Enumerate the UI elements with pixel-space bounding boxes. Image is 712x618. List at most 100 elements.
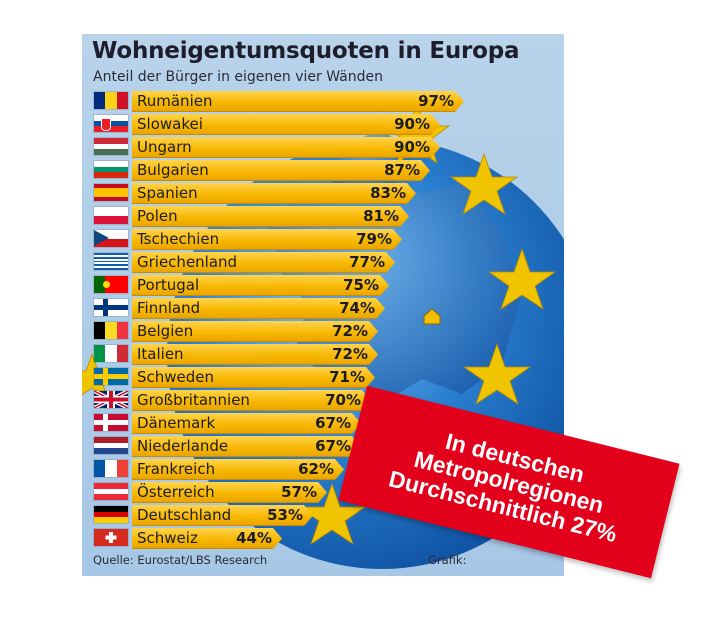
value-label: 71% xyxy=(329,368,365,386)
bar-row: Ungarn 90% xyxy=(94,136,534,156)
category-label: Bulgarien xyxy=(137,161,209,179)
bar xyxy=(132,459,344,480)
category-label: Schweden xyxy=(137,368,215,386)
bar-row: Großbritannien 70% xyxy=(94,389,534,409)
flag-bulgaria-icon xyxy=(94,161,128,178)
flag-italy-icon xyxy=(94,345,128,362)
bar xyxy=(132,321,378,342)
value-label: 90% xyxy=(394,115,430,133)
category-label: Großbritannien xyxy=(137,391,250,409)
bar-row: Polen 81% xyxy=(94,205,534,225)
bar-row: Niederlande 67% xyxy=(94,435,534,455)
bar-row: Italien 72% xyxy=(94,343,534,363)
value-label: 67% xyxy=(315,414,351,432)
category-label: Rumänien xyxy=(137,92,213,110)
bar-row: Griechenland 77% xyxy=(94,251,534,271)
bar xyxy=(132,275,389,296)
bar xyxy=(132,436,361,457)
category-label: Tschechien xyxy=(137,230,220,248)
category-label: Frankreich xyxy=(137,460,216,478)
flag-portugal-icon xyxy=(94,276,128,293)
flag-greece-icon xyxy=(94,253,128,270)
flag-romania-icon xyxy=(94,92,128,109)
value-label: 79% xyxy=(356,230,392,248)
value-label: 83% xyxy=(370,184,406,202)
bar-row: Slowakei 90% xyxy=(94,113,534,133)
category-label: Ungarn xyxy=(137,138,192,156)
flag-czechia-icon xyxy=(94,230,128,247)
flag-uk-icon xyxy=(94,391,128,408)
value-label: 87% xyxy=(384,161,420,179)
category-label: Schweiz xyxy=(137,529,198,547)
category-label: Italien xyxy=(137,345,184,363)
flag-belgium-icon xyxy=(94,322,128,339)
bar-row: Spanien 83% xyxy=(94,182,534,202)
flag-finland-icon xyxy=(94,299,128,316)
category-label: Österreich xyxy=(137,483,215,501)
flag-hungary-icon xyxy=(94,138,128,155)
star-4 xyxy=(462,342,532,405)
bar xyxy=(132,344,378,365)
flag-germany-icon xyxy=(94,506,128,523)
category-label: Deutschland xyxy=(137,506,232,524)
bar-row: Belgien 72% xyxy=(94,320,534,340)
chart-title: Wohneigentumsquoten in Europa xyxy=(92,38,520,64)
bar-row: Frankreich 62% xyxy=(94,458,534,478)
category-label: Dänemark xyxy=(137,414,216,432)
flag-poland-icon xyxy=(94,207,128,224)
source-note: Quelle: Eurostat/LBS Research xyxy=(93,553,268,567)
bar-row: Bulgarien 87% xyxy=(94,159,534,179)
bar xyxy=(132,252,395,273)
category-label: Finnland xyxy=(137,299,201,317)
bar-row: Portugal 75% xyxy=(94,274,534,294)
star-5 xyxy=(297,482,367,545)
bar xyxy=(132,390,371,411)
value-label: 70% xyxy=(325,391,361,409)
bar xyxy=(132,505,313,526)
bar xyxy=(132,298,385,319)
bar xyxy=(132,367,375,388)
bar xyxy=(132,160,430,181)
value-label: 44% xyxy=(236,529,272,547)
graphic-credit: Grafik: xyxy=(428,553,467,567)
category-label: Niederlande xyxy=(137,437,229,455)
value-label: 97% xyxy=(418,92,454,110)
bar-row: Deutschland 53% xyxy=(94,504,534,524)
category-label: Griechenland xyxy=(137,253,238,271)
bar xyxy=(132,229,402,250)
bar-row: Rumänien 97% xyxy=(94,90,534,110)
flag-switzerland-icon xyxy=(94,529,128,546)
value-label: 77% xyxy=(349,253,385,271)
value-label: 72% xyxy=(332,322,368,340)
bar xyxy=(132,137,440,158)
bar xyxy=(132,91,464,112)
value-label: 62% xyxy=(298,460,334,478)
value-label: 90% xyxy=(394,138,430,156)
flag-sweden-icon xyxy=(94,368,128,385)
bar xyxy=(132,413,361,434)
flag-austria-icon xyxy=(94,483,128,500)
bar-row: Schweiz 44% xyxy=(94,527,534,547)
value-label: 53% xyxy=(267,506,303,524)
bar xyxy=(132,114,440,135)
category-label: Spanien xyxy=(137,184,198,202)
value-label: 67% xyxy=(315,437,351,455)
value-label: 72% xyxy=(332,345,368,363)
bar xyxy=(132,206,409,227)
flag-slovakia-icon xyxy=(94,115,128,132)
bar-row: Tschechien 79% xyxy=(94,228,534,248)
bar-row: Österreich 57% xyxy=(94,481,534,501)
category-label: Portugal xyxy=(137,276,200,294)
star-3 xyxy=(487,247,557,310)
bar xyxy=(132,183,416,204)
value-label: 81% xyxy=(363,207,399,225)
value-label: 74% xyxy=(339,299,375,317)
bar xyxy=(132,528,282,549)
value-label: 57% xyxy=(281,483,317,501)
bar-row: Schweden 71% xyxy=(94,366,534,386)
value-label: 75% xyxy=(343,276,379,294)
bar-row: Dänemark 67% xyxy=(94,412,534,432)
flag-netherlands-icon xyxy=(94,437,128,454)
flag-denmark-icon xyxy=(94,414,128,431)
house-marker xyxy=(423,308,441,325)
